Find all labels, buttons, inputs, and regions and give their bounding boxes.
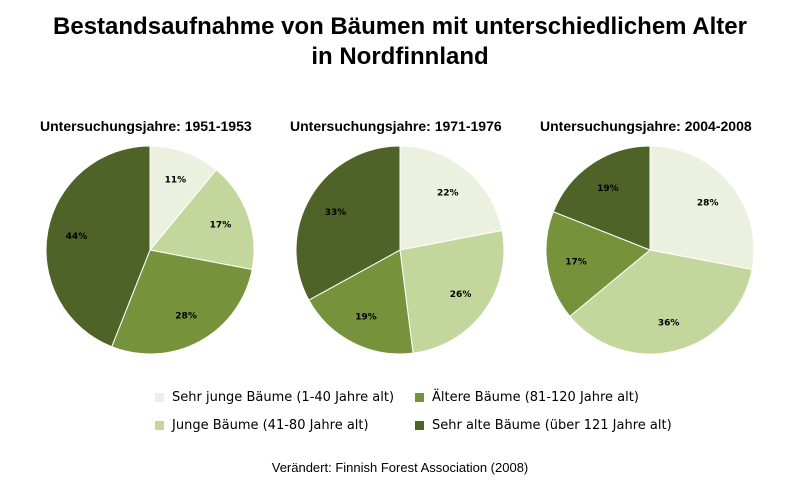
legend: Sehr junge Bäume (1-40 Jahre alt) Ältere… [155,385,715,445]
slice-junge [399,229,505,354]
slice-label: 17% [210,221,232,231]
pie-chart-1951-1953: Untersuchungsjahre: 1951-1953 11% 17% 28% 4… [40,118,290,368]
legend-swatch [155,421,164,430]
pie-chart-2004-2008: Untersuchungsjahre: 2004-2008 28% 36% 17% 1… [540,118,790,368]
legend-swatch [155,393,164,402]
slice-label: 44% [66,232,88,242]
slice-label: 33% [325,208,347,218]
pie-chart-subtitle: Untersuchungsjahre: 1951-1953 [40,118,252,134]
legend-item-sehr-junge: Sehr junge Bäume (1-40 Jahre alt) [155,390,394,405]
slice-aeltere [308,249,414,355]
slice-label: 36% [658,319,680,329]
pie-chart-svg: 11% 17% 28% 44% [45,145,255,355]
slice-label: 28% [697,198,719,208]
pie-chart-svg: 28% 36% 17% 19% [545,145,755,355]
legend-label: Junge Bäume (41-80 Jahre alt) [172,418,369,433]
pie-chart-subtitle: Untersuchungsjahre: 1971-1976 [290,118,502,134]
slice-label: 11% [165,176,187,186]
slice-label: 17% [565,258,587,268]
legend-swatch [415,421,424,430]
slice-label: 19% [597,184,619,194]
slice-sehr-alte [552,145,651,251]
slice-junge [569,249,753,355]
slice-sehr-alte [295,145,401,301]
slice-aeltere [545,211,651,317]
slice-label: 26% [450,290,472,300]
slice-label: 19% [355,313,377,323]
slice-junge [149,169,255,271]
chart-title: Bestandsaufnahme von Bäumen mit untersch… [0,12,800,72]
legend-label: Ältere Bäume (81-120 Jahre alt) [432,390,639,405]
chart-title-line-2: in Nordfinnland [311,43,489,70]
slice-label: 28% [175,312,197,322]
pie-chart-subtitle: Untersuchungsjahre: 2004-2008 [540,118,752,134]
slice-sehr-junge [649,145,755,271]
source-note: Verändert: Finnish Forest Association (2… [271,460,529,475]
slice-sehr-junge [399,145,503,251]
legend-item-junge: Junge Bäume (41-80 Jahre alt) [155,418,369,433]
slice-sehr-alte [45,145,151,348]
chart-title-line-1: Bestandsaufnahme von Bäumen mit untersch… [53,13,747,40]
legend-swatch [415,393,424,402]
pie-chart-1971-1976: Untersuchungsjahre: 1971-1976 22% 26% 19% 3… [290,118,540,368]
slice-aeltere [111,249,253,355]
legend-label: Sehr alte Bäume (über 121 Jahre alt) [432,418,672,433]
slice-sehr-junge [149,145,217,252]
legend-item-sehr-alte: Sehr alte Bäume (über 121 Jahre alt) [415,418,672,433]
pie-chart-svg: 22% 26% 19% 33% [295,145,505,355]
legend-label: Sehr junge Bäume (1-40 Jahre alt) [172,390,395,405]
legend-item-aeltere: Ältere Bäume (81-120 Jahre alt) [415,390,639,405]
slice-label: 22% [437,188,459,198]
